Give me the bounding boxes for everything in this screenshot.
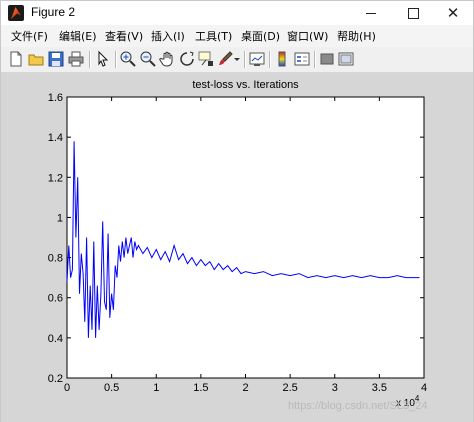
pan-icon[interactable] xyxy=(159,50,177,68)
pointer-icon[interactable] xyxy=(94,50,112,68)
y-tick-label: 1.2 xyxy=(48,172,63,184)
menu-file[interactable]: 文件(F) xyxy=(11,30,48,43)
y-tick-label: 1.6 xyxy=(48,92,63,104)
toolbar-separator xyxy=(244,51,246,68)
toolbar-separator xyxy=(314,51,316,68)
x-tick-label: 3 xyxy=(332,382,338,394)
x-tick-label: 3.5 xyxy=(372,382,387,394)
rotate-3d-icon[interactable] xyxy=(178,50,196,68)
toolbar-separator xyxy=(89,51,91,68)
x-multiplier-exponent: 4 xyxy=(415,394,420,403)
x-tick-label: 2.5 xyxy=(282,382,297,394)
show-plot-tools-icon[interactable] xyxy=(337,50,355,68)
series-line[interactable] xyxy=(66,141,420,338)
y-tick-labels: 0.2 0.4 0.6 0.8 1 1.2 1.4 1.6 xyxy=(48,92,63,385)
x-tick-label: 4 xyxy=(421,382,427,394)
close-button[interactable]: ✕ xyxy=(433,1,473,25)
legend-icon[interactable] xyxy=(293,50,311,68)
y-tick-label: 0.2 xyxy=(48,373,63,385)
x-tick-label: 2 xyxy=(242,382,248,394)
plot-svg: test-loss vs. Iterations 0 0.5 1 1.5 2 2.5 3 3.… xyxy=(48,79,427,409)
menu-bar: 文件(F) 编辑(E) 查看(V) 插入(I) 工具(T) 桌面(D) 窗口(W… xyxy=(1,25,473,47)
save-icon[interactable] xyxy=(47,50,65,68)
tick-marks xyxy=(66,96,425,379)
toolbar-separator xyxy=(115,51,117,68)
link-plot-icon[interactable] xyxy=(248,50,266,68)
close-icon: ✕ xyxy=(446,4,460,22)
x-tick-label: 1.5 xyxy=(193,382,208,394)
menu-tools[interactable]: 工具(T) xyxy=(195,30,233,43)
series-lines xyxy=(66,141,420,338)
chevron-down-icon[interactable] xyxy=(232,50,242,68)
menu-insert[interactable]: 插入(I) xyxy=(151,30,185,43)
axes-box[interactable] xyxy=(66,96,425,379)
open-file-icon[interactable] xyxy=(27,50,45,68)
zoom-out-icon[interactable] xyxy=(139,50,157,68)
toolbar-separator xyxy=(269,51,271,68)
menu-view[interactable]: 查看(V) xyxy=(105,30,144,43)
menu-window[interactable]: 窗口(W) xyxy=(287,30,329,43)
hide-plot-tools-icon[interactable] xyxy=(318,50,336,68)
x-multiplier-base: x 10 xyxy=(396,398,415,409)
zoom-in-icon[interactable] xyxy=(119,50,137,68)
print-icon[interactable] xyxy=(67,50,85,68)
colorbar-icon[interactable] xyxy=(273,50,291,68)
data-cursor-icon[interactable] xyxy=(197,50,215,68)
x-tick-labels: 0 0.5 1 1.5 2 2.5 3 3.5 4 xyxy=(64,382,427,394)
minimize-button[interactable] xyxy=(351,1,391,25)
y-tick-label: 1 xyxy=(57,212,63,224)
window-title: Figure 2 xyxy=(31,5,76,19)
y-tick-label: 1.4 xyxy=(48,132,63,144)
chart-title: test-loss vs. Iterations xyxy=(192,79,299,91)
maximize-button[interactable] xyxy=(393,1,433,25)
x-tick-label: 0 xyxy=(64,382,70,394)
y-tick-label: 0.6 xyxy=(48,293,63,305)
x-tick-label: 0.5 xyxy=(104,382,119,394)
menu-help[interactable]: 帮助(H) xyxy=(337,30,376,43)
watermark-text: https://blog.csdn.net/SL3_24 xyxy=(288,400,428,412)
menu-edit[interactable]: 编辑(E) xyxy=(59,30,97,43)
matlab-logo-icon xyxy=(8,5,24,21)
x-tick-label: 1 xyxy=(153,382,159,394)
menu-desktop[interactable]: 桌面(D) xyxy=(241,30,281,43)
y-tick-label: 0.4 xyxy=(48,333,63,345)
brush-icon[interactable] xyxy=(216,50,234,68)
toolbar xyxy=(1,47,473,73)
y-tick-label: 0.8 xyxy=(48,253,63,265)
x-axis-multiplier: x 104 xyxy=(396,394,420,409)
new-figure-icon[interactable] xyxy=(7,50,25,68)
title-bar[interactable]: Figure 2 ✕ xyxy=(1,1,473,25)
